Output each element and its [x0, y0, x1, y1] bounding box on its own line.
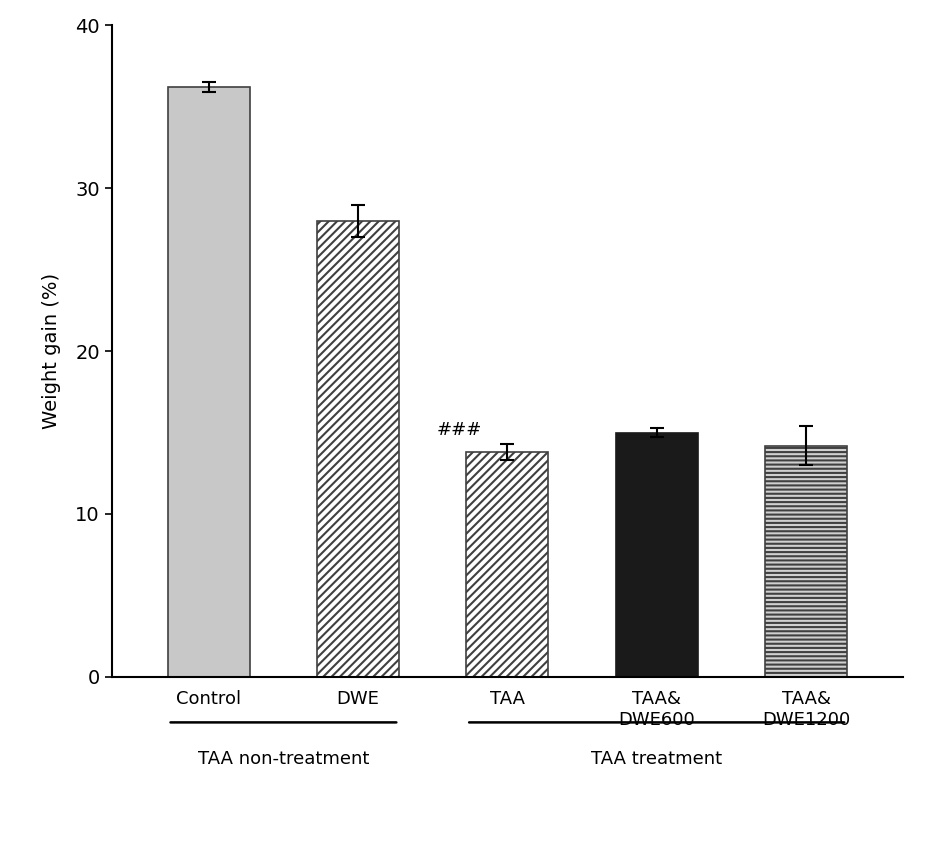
Text: TAA treatment: TAA treatment — [591, 750, 722, 768]
Bar — [317, 221, 399, 677]
Text: TAA non-treatment: TAA non-treatment — [197, 750, 369, 768]
Bar — [168, 87, 250, 677]
Y-axis label: Weight gain (%): Weight gain (%) — [43, 273, 61, 429]
Bar — [466, 452, 548, 677]
Bar — [615, 432, 697, 677]
Bar — [765, 446, 847, 677]
Text: ###: ### — [437, 421, 482, 439]
